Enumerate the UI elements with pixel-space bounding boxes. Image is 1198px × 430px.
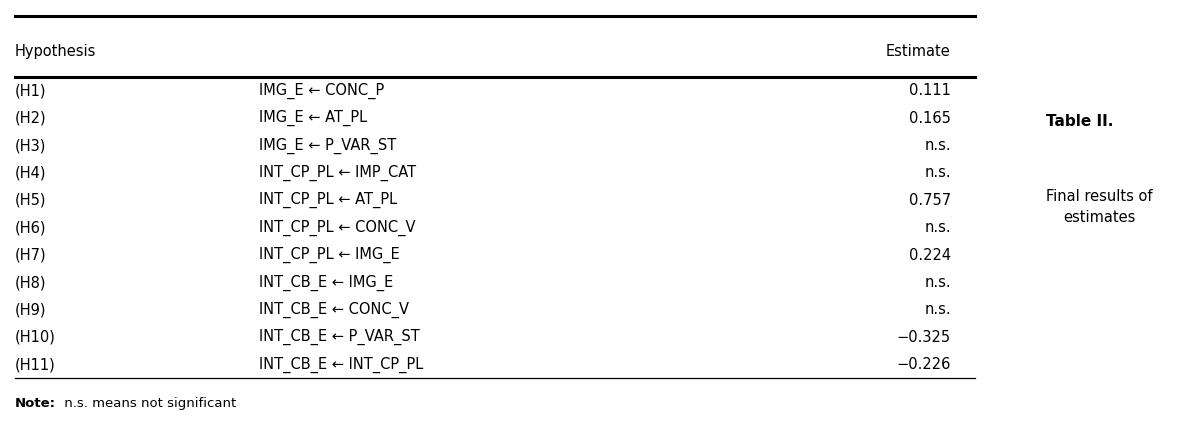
Text: n.s.: n.s. xyxy=(924,302,951,317)
Text: 0.165: 0.165 xyxy=(909,111,951,126)
Text: (H2): (H2) xyxy=(14,111,47,126)
Text: 0.757: 0.757 xyxy=(908,193,951,208)
Text: n.s. means not significant: n.s. means not significant xyxy=(60,397,236,410)
Text: IMG_E ← AT_PL: IMG_E ← AT_PL xyxy=(259,110,368,126)
Text: INT_CP_PL ← AT_PL: INT_CP_PL ← AT_PL xyxy=(259,192,398,209)
Text: (H11): (H11) xyxy=(14,357,55,372)
Text: (H3): (H3) xyxy=(14,138,46,153)
Text: 0.111: 0.111 xyxy=(909,83,951,98)
Text: IMG_E ← CONC_P: IMG_E ← CONC_P xyxy=(259,83,385,99)
Text: Table II.: Table II. xyxy=(1046,114,1114,129)
Text: INT_CP_PL ← IMP_CAT: INT_CP_PL ← IMP_CAT xyxy=(259,165,416,181)
Text: (H5): (H5) xyxy=(14,193,47,208)
Text: −0.226: −0.226 xyxy=(896,357,951,372)
Text: INT_CP_PL ← CONC_V: INT_CP_PL ← CONC_V xyxy=(259,220,416,236)
Text: n.s.: n.s. xyxy=(924,220,951,235)
Text: INT_CB_E ← INT_CP_PL: INT_CB_E ← INT_CP_PL xyxy=(259,356,423,373)
Text: n.s.: n.s. xyxy=(924,166,951,181)
Text: (H10): (H10) xyxy=(14,330,55,345)
Text: (H4): (H4) xyxy=(14,166,47,181)
Text: (H8): (H8) xyxy=(14,275,47,290)
Text: (H9): (H9) xyxy=(14,302,47,317)
Text: INT_CP_PL ← IMG_E: INT_CP_PL ← IMG_E xyxy=(259,247,400,263)
Text: (H1): (H1) xyxy=(14,83,47,98)
Text: n.s.: n.s. xyxy=(924,138,951,153)
Text: 0.224: 0.224 xyxy=(908,248,951,263)
Text: (H7): (H7) xyxy=(14,248,47,263)
Text: Note:: Note: xyxy=(14,397,55,410)
Text: −0.325: −0.325 xyxy=(896,330,951,345)
Text: Hypothesis: Hypothesis xyxy=(14,44,96,59)
Text: INT_CB_E ← CONC_V: INT_CB_E ← CONC_V xyxy=(259,302,410,318)
Text: INT_CB_E ← IMG_E: INT_CB_E ← IMG_E xyxy=(259,274,393,291)
Text: Estimate: Estimate xyxy=(887,44,951,59)
Text: (H6): (H6) xyxy=(14,220,47,235)
Text: INT_CB_E ← P_VAR_ST: INT_CB_E ← P_VAR_ST xyxy=(259,329,420,345)
Text: n.s.: n.s. xyxy=(924,275,951,290)
Text: Final results of
estimates: Final results of estimates xyxy=(1046,188,1152,224)
Text: IMG_E ← P_VAR_ST: IMG_E ← P_VAR_ST xyxy=(259,138,397,154)
